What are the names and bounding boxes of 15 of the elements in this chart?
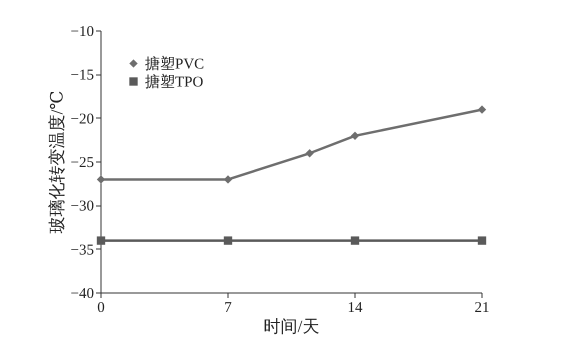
y-axis-title: 玻璃化转变温度/℃ [48,90,67,234]
y-tick-label: −15 [70,68,94,84]
x-tick-label: 7 [224,300,232,316]
y-tick-label: −10 [70,24,94,40]
x-tick-label: 0 [97,300,105,316]
y-tick-label: −30 [70,198,94,215]
y-tick-label: −35 [70,242,94,258]
y-tick-label: −25 [70,155,94,171]
x-tick-label: 21 [474,300,490,316]
legend-label: 搪塑TPO [145,74,204,90]
x-tick-label: 14 [348,300,363,316]
y-tick-label: −20 [70,111,94,128]
y-tick-label: −40 [70,286,94,302]
legend-label: 搪塑PVC [145,56,204,72]
x-axis-title: 时间/天 [264,317,320,336]
